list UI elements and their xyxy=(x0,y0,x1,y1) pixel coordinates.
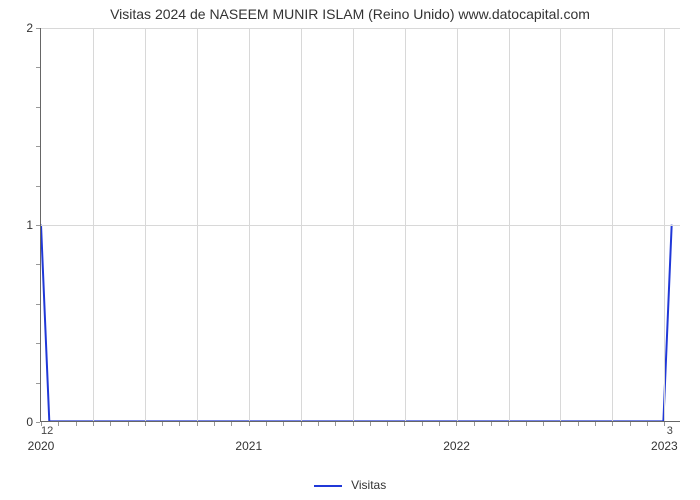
gridline-vertical xyxy=(612,28,613,421)
y-tick-label: 0 xyxy=(26,415,33,429)
x-minor-tick xyxy=(560,422,561,426)
gridline-horizontal xyxy=(41,225,680,226)
x-minor-tick xyxy=(422,422,423,426)
gridline-vertical xyxy=(197,28,198,421)
gridline-vertical xyxy=(145,28,146,421)
x-minor-tick xyxy=(595,422,596,426)
y-minor-tick xyxy=(36,264,40,265)
x-minor-tick xyxy=(301,422,302,426)
x-minor-tick xyxy=(404,422,405,426)
gridline-vertical xyxy=(560,28,561,421)
x-minor-tick xyxy=(664,422,665,426)
x-tick-label: 2021 xyxy=(235,439,262,453)
x-minor-tick xyxy=(508,422,509,426)
x-minor-tick xyxy=(647,422,648,426)
y-minor-tick xyxy=(36,107,40,108)
x-minor-tick xyxy=(179,422,180,426)
x-minor-tick xyxy=(474,422,475,426)
x-minor-tick xyxy=(249,422,250,426)
gridline-vertical xyxy=(93,28,94,421)
gridline-vertical xyxy=(249,28,250,421)
x-minor-tick xyxy=(353,422,354,426)
x-minor-tick xyxy=(214,422,215,426)
x-minor-tick xyxy=(162,422,163,426)
y-minor-tick xyxy=(36,186,40,187)
x-minor-tick xyxy=(491,422,492,426)
legend: Visitas xyxy=(0,478,700,492)
gridline-vertical xyxy=(301,28,302,421)
x-minor-tick xyxy=(630,422,631,426)
y-minor-tick xyxy=(36,383,40,384)
x-minor-tick xyxy=(456,422,457,426)
y-minor-tick xyxy=(36,304,40,305)
x-minor-tick xyxy=(318,422,319,426)
chart-title: Visitas 2024 de NASEEM MUNIR ISLAM (Rein… xyxy=(0,6,700,22)
gridline-vertical xyxy=(353,28,354,421)
x-secondary-label: 12 xyxy=(41,425,53,437)
x-tick-label: 2022 xyxy=(443,439,470,453)
x-minor-tick xyxy=(128,422,129,426)
x-minor-tick xyxy=(387,422,388,426)
y-minor-tick xyxy=(36,343,40,344)
gridline-vertical xyxy=(457,28,458,421)
x-tick-label: 2020 xyxy=(28,439,55,453)
x-minor-tick xyxy=(578,422,579,426)
gridline-vertical xyxy=(509,28,510,421)
x-minor-tick xyxy=(543,422,544,426)
x-minor-tick xyxy=(231,422,232,426)
legend-swatch xyxy=(314,485,342,487)
x-minor-tick xyxy=(266,422,267,426)
y-minor-tick xyxy=(36,422,40,423)
y-minor-tick xyxy=(36,28,40,29)
y-minor-tick xyxy=(36,67,40,68)
x-minor-tick xyxy=(197,422,198,426)
x-minor-tick xyxy=(370,422,371,426)
x-minor-tick xyxy=(145,422,146,426)
x-minor-tick xyxy=(58,422,59,426)
legend-label: Visitas xyxy=(351,478,386,492)
gridline-vertical xyxy=(664,28,665,421)
x-tick-label: 2023 xyxy=(651,439,678,453)
x-minor-tick xyxy=(439,422,440,426)
y-tick-label: 2 xyxy=(26,21,33,35)
x-minor-tick xyxy=(76,422,77,426)
x-minor-tick xyxy=(283,422,284,426)
x-minor-tick xyxy=(110,422,111,426)
gridline-horizontal xyxy=(41,28,680,29)
x-minor-tick xyxy=(335,422,336,426)
x-secondary-label: 3 xyxy=(667,425,673,437)
x-minor-tick xyxy=(93,422,94,426)
y-minor-tick xyxy=(36,146,40,147)
y-tick-label: 1 xyxy=(26,218,33,232)
plot-area: 0122020202120222023123 xyxy=(40,28,680,422)
y-minor-tick xyxy=(36,225,40,226)
gridline-vertical xyxy=(405,28,406,421)
x-minor-tick xyxy=(526,422,527,426)
x-minor-tick xyxy=(612,422,613,426)
